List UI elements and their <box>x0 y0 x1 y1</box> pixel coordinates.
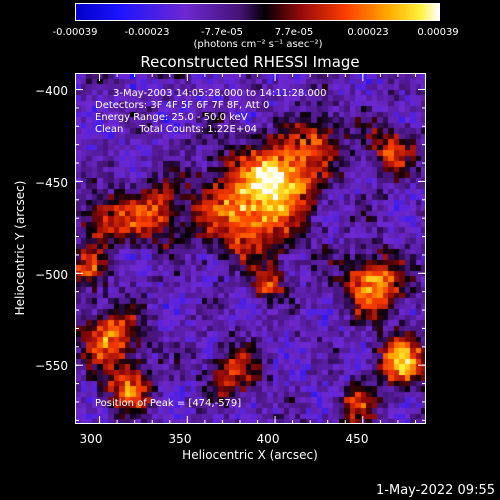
energy-range-label: Energy Range: 25.0 - 50.0 keV <box>95 112 248 123</box>
colorbar-tick: -0.00039 <box>52 27 98 38</box>
observation-time-label: 3-May-2003 14:05:28.000 to 14:11:28.000 <box>113 88 327 99</box>
colorbar-tick: -7.7e-05 <box>201 27 243 38</box>
x-tick-label: 450 <box>345 432 369 446</box>
colorbar <box>75 3 440 21</box>
algorithm-counts-label: Clean Total Counts: 1.22E+04 <box>95 124 257 135</box>
x-tick-label: 400 <box>256 432 280 446</box>
x-tick-label: 350 <box>168 432 192 446</box>
plot-area[interactable]: 3-May-2003 14:05:28.000 to 14:11:28.000 … <box>75 73 426 424</box>
chart-title: Reconstructed RHESSI Image <box>140 53 360 71</box>
y-tick-label: −450 <box>35 176 68 190</box>
heatmap-image[interactable] <box>76 74 425 423</box>
x-axis-label: Heliocentric X (arcsec) <box>182 448 318 462</box>
y-tick-label: −400 <box>35 84 68 98</box>
colorbar-tick: 0.00039 <box>417 27 459 38</box>
colorbar-tick: 7.7e-05 <box>274 27 314 38</box>
colorbar-tick: -0.00023 <box>124 27 170 38</box>
peak-position-label: Position of Peak = [474,-579] <box>95 398 242 409</box>
colorbar-unit-label: (photons cm⁻² s⁻¹ asec⁻²) <box>193 39 323 50</box>
plot-timestamp: 1-May-2022 09:55 <box>376 483 495 498</box>
y-tick-label: −500 <box>35 268 68 282</box>
x-tick-label: 300 <box>79 432 103 446</box>
y-axis-label: Heliocentric Y (arcsec) <box>13 180 27 316</box>
y-tick-label: −550 <box>35 359 68 373</box>
colorbar-tick: 0.00023 <box>347 27 389 38</box>
detectors-label: Detectors: 3F 4F 5F 6F 7F 8F, Att 0 <box>95 100 270 111</box>
